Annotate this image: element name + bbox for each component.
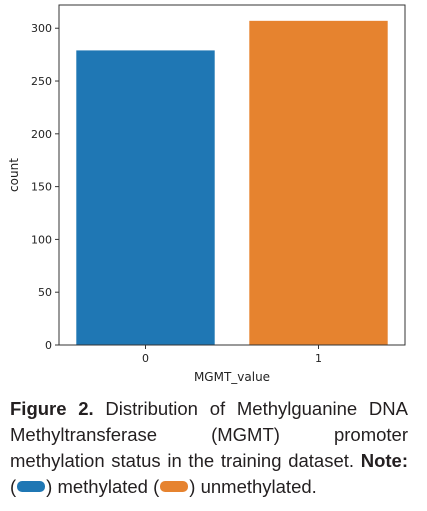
bar-1: [249, 20, 388, 346]
unmethylated-swatch: [160, 481, 189, 492]
open-paren-methylated: (: [10, 476, 17, 497]
plot-frame: [58, 4, 406, 346]
y-tick-label-100: 100: [31, 233, 52, 246]
y-tick-label-300: 300: [31, 22, 52, 35]
unmethylated-text: ) unmethylated.: [189, 476, 317, 497]
y-tick-label-50: 50: [38, 286, 52, 299]
y-tick-label-250: 250: [31, 75, 52, 88]
x-axis-label: MGMT_value: [194, 370, 270, 384]
figure-label: Figure 2.: [10, 398, 94, 419]
figure-caption: Figure 2. Distribution of Methylguanine …: [10, 396, 408, 500]
y-axis: 0 50 100 150 200 250 300: [31, 22, 59, 352]
figure-text: Distribution of Methylguanine DNA Methyl…: [10, 398, 408, 471]
y-tick-label-0: 0: [45, 339, 52, 352]
note-label: Note:: [360, 450, 409, 471]
x-tick-label-1: 1: [315, 352, 322, 365]
methylated-swatch: [17, 481, 46, 492]
methylated-text: ) methylated: [46, 476, 154, 497]
y-tick-label-200: 200: [31, 128, 52, 141]
y-tick-label-150: 150: [31, 181, 52, 194]
y-axis-label: count: [7, 158, 21, 192]
x-tick-label-0: 0: [142, 352, 149, 365]
open-paren-unmethylated: (: [153, 476, 160, 497]
bar-0: [76, 50, 215, 346]
bars-group: [76, 20, 388, 346]
